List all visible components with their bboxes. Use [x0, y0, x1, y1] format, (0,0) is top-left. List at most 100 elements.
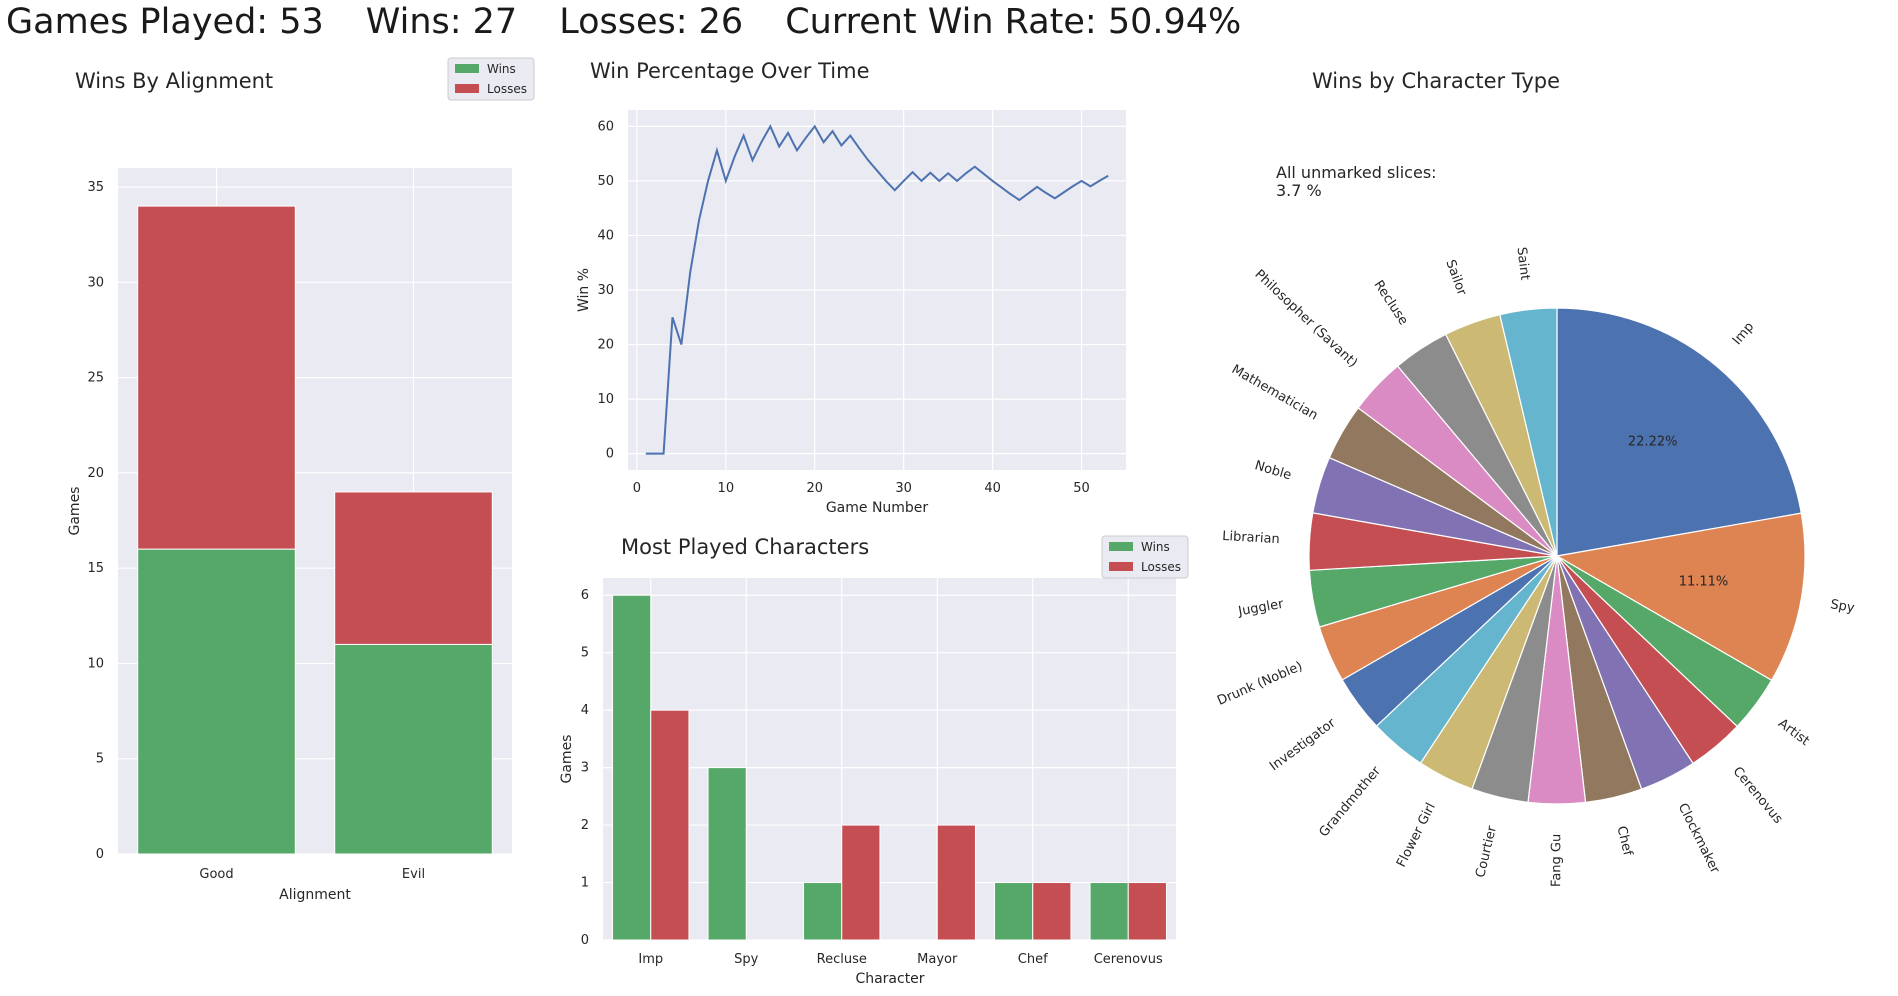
alignment-bar-losses-good: [137, 205, 296, 550]
alignment-y-tick: 10: [87, 656, 104, 671]
alignment-bar-wins-good: [137, 548, 296, 855]
wins-stat: Wins: 27: [365, 2, 518, 42]
pie-slice-saint: [1499, 307, 1558, 557]
win-percentage-x-tick: 20: [806, 481, 823, 496]
pie-label-sailor: Sailor: [1442, 258, 1469, 298]
alignment-y-tick: 25: [87, 371, 104, 386]
pie-label-fang-gu: Fang Gu: [1549, 834, 1564, 887]
win-percentage-y-label: Win %: [576, 268, 592, 312]
characters-y-label: Games: [559, 735, 575, 784]
win-percentage-y-tick: 20: [597, 338, 614, 353]
characters-legend: Wins Losses: [1101, 535, 1189, 579]
alignment-x-label: Alignment: [279, 887, 351, 903]
characters-bar-wins-spy: [707, 767, 747, 941]
pie-slice-spy: [1555, 512, 1806, 682]
characters-x-label: Character: [855, 971, 924, 987]
win-percentage-y-tick: 10: [597, 392, 614, 407]
alignment-chart-title: Wins By Alignment: [75, 69, 273, 93]
characters-bar-losses-imp: [650, 709, 690, 941]
pie-label-librarian: Librarian: [1222, 529, 1280, 547]
win-percentage-x-tick: 30: [895, 481, 912, 496]
alignment-legend-wins-label: Wins: [487, 62, 516, 76]
characters-x-tick: Cerenovus: [1094, 952, 1163, 967]
win-percentage-y-tick: 30: [597, 283, 614, 298]
win-percentage-x-label: Game Number: [826, 500, 929, 516]
win-percentage-chart: 0 10 20 30 40 50 60 0 10 20 30 40 50 Win Percentage…: [576, 59, 1126, 516]
characters-legend-losses-swatch: [1109, 562, 1133, 571]
pie-label-philosopher-savant: Philosopher (Savant): [1251, 267, 1360, 371]
pie-label-imp: Imp: [1730, 320, 1757, 349]
pie-label-grandmother: Grandmother: [1316, 763, 1384, 840]
characters-bar-losses-recluse: [841, 824, 881, 941]
pie-label-flower-girl: Flower Girl: [1394, 801, 1439, 870]
characters-legend-losses-label: Losses: [1141, 560, 1181, 574]
characters-x-tick: Spy: [734, 952, 759, 967]
characters-y-tick: 1: [581, 876, 589, 891]
characters-bar-losses-cerenovus: [1127, 882, 1167, 941]
alignment-y-tick: 5: [96, 752, 104, 767]
pie-label-chef: Chef: [1613, 825, 1635, 858]
alignment-legend-losses-swatch: [455, 84, 479, 93]
pie-label-mathematician: Mathematician: [1229, 362, 1320, 423]
characters-bar-wins-chef: [994, 882, 1034, 941]
characters-bar-wins-cerenovus: [1089, 882, 1129, 941]
win-percentage-x-tick: 40: [984, 481, 1001, 496]
losses-stat: Losses: 26: [559, 2, 744, 42]
characters-bar-losses-mayor: [936, 824, 976, 941]
pie-label-noble: Noble: [1253, 458, 1293, 483]
stats-header: Games Played: 53 Wins: 27 Losses: 26 Curren…: [6, 2, 1241, 42]
games-played-stat: Games Played: 53: [6, 2, 324, 42]
characters-y-tick: 3: [581, 761, 589, 776]
win-percentage-y-tick: 50: [597, 174, 614, 189]
alignment-bar-wins-evil: [334, 643, 493, 855]
alignment-y-tick: 20: [87, 466, 104, 481]
characters-bar-wins-imp: [612, 594, 652, 941]
alignment-legend: Wins Losses: [447, 57, 535, 101]
alignment-bar-losses-evil: [334, 491, 493, 645]
pie-label-cerenovus: Cerenovus: [1730, 764, 1786, 827]
characters-legend-wins-swatch: [1109, 542, 1133, 551]
win-percentage-chart-title: Win Percentage Over Time: [590, 59, 870, 83]
alignment-y-label: Games: [67, 487, 83, 536]
characters-x-tick: Imp: [638, 952, 663, 967]
characters-y-tick: 0: [581, 933, 589, 948]
pie-label-clockmaker: Clockmaker: [1675, 801, 1723, 877]
win-percentage-x-tick: 0: [633, 481, 641, 496]
win-rate-stat: Current Win Rate: 50.94%: [785, 2, 1242, 42]
pie-chart-title: Wins by Character Type: [1312, 69, 1560, 93]
pie-label-spy: Spy: [1829, 597, 1856, 616]
characters-plot-area: [603, 578, 1176, 940]
pie-annotation-line-1: All unmarked slices:: [1276, 163, 1437, 182]
pie-value-label-spy: 11.11%: [1679, 574, 1729, 589]
characters-y-tick: 4: [581, 703, 589, 718]
character-type-pie-chart: Wins by Character Type All unmarked slic…: [1215, 69, 1856, 887]
pie-label-juggler: Juggler: [1236, 597, 1285, 620]
characters-chart-title: Most Played Characters: [621, 535, 869, 559]
pie-value-label-imp: 22.22%: [1628, 435, 1678, 450]
characters-x-tick: Recluse: [817, 952, 867, 967]
pie-label-drunk-noble: Drunk (Noble): [1215, 659, 1305, 709]
pie-label-investigator: Investigator: [1267, 715, 1339, 774]
alignment-y-tick: 30: [87, 275, 104, 290]
characters-y-tick: 6: [581, 588, 589, 603]
win-percentage-x-tick: 50: [1073, 481, 1090, 496]
alignment-y-tick: 0: [96, 847, 104, 862]
win-percentage-line: [645, 124, 1109, 455]
alignment-y-tick: 35: [87, 180, 104, 195]
alignment-x-tick: Good: [199, 867, 233, 882]
characters-y-tick: 2: [581, 818, 589, 833]
pie-label-saint: Saint: [1513, 246, 1532, 281]
characters-x-tick: Mayor: [917, 952, 958, 967]
alignment-y-tick: 15: [87, 561, 104, 576]
characters-y-tick: 5: [581, 646, 589, 661]
win-percentage-x-tick: 10: [718, 481, 735, 496]
pie-label-recluse: Recluse: [1371, 278, 1411, 328]
pie-label-courtier: Courtier: [1473, 824, 1500, 879]
pie-label-artist: Artist: [1775, 716, 1812, 749]
win-percentage-y-tick: 0: [606, 447, 614, 462]
alignment-legend-losses-label: Losses: [487, 82, 527, 96]
characters-x-tick: Chef: [1018, 952, 1048, 967]
pie-slice-imp: [1556, 307, 1802, 557]
characters-legend-wins-label: Wins: [1141, 540, 1170, 554]
